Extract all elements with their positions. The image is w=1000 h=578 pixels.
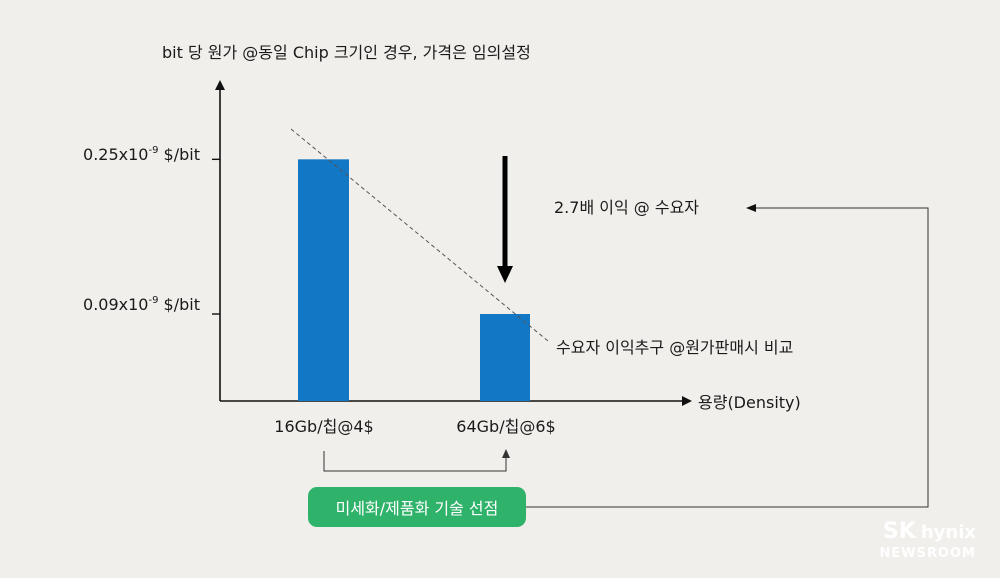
category-label-64gb: 64Gb/칩@6$ <box>456 417 555 436</box>
brand-sk: SK <box>882 519 916 544</box>
tech-lead-badge: 미세화/제품화 기술 선점 <box>308 487 526 527</box>
chart-title: bit 당 원가 @동일 Chip 크기인 경우, 가격은 임의설정 <box>162 43 531 62</box>
profit-annotation: 2.7배 이익 @ 수요자 <box>554 198 699 217</box>
brand-logo: SK hynix NEWSROOM <box>879 519 976 561</box>
category-bracket <box>323 451 507 472</box>
x-axis-label: 용량(Density) <box>698 393 801 412</box>
y-tick-label-low: 0.09x10-9 $/bit <box>83 295 200 314</box>
feedback-loop-arrowhead <box>746 204 756 212</box>
category-bracket-arrowhead <box>502 449 510 458</box>
price-drop-arrowhead <box>497 266 513 283</box>
bar-64gb <box>480 314 530 401</box>
pursuit-annotation: 수요자 이익추구 @원가판매시 비교 <box>556 338 793 357</box>
feedback-loop-line <box>526 207 929 508</box>
brand-newsroom: NEWSROOM <box>879 546 976 561</box>
y-tick-label-high: 0.25x10-9 $/bit <box>83 145 200 164</box>
brand-hynix: hynix <box>920 522 976 543</box>
category-label-16gb: 16Gb/칩@4$ <box>274 417 373 436</box>
bar-16gb <box>298 159 349 401</box>
